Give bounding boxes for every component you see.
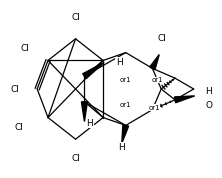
Polygon shape [150, 54, 159, 70]
Text: Cl: Cl [11, 85, 20, 93]
Text: or1: or1 [120, 77, 132, 83]
Text: O: O [206, 101, 212, 110]
Text: or1: or1 [151, 77, 163, 83]
Text: H: H [116, 58, 123, 67]
Text: H: H [119, 143, 125, 152]
Polygon shape [122, 125, 129, 143]
Text: Cl: Cl [71, 13, 80, 22]
Text: or1: or1 [120, 102, 132, 108]
Text: H: H [206, 87, 212, 96]
Polygon shape [83, 62, 104, 79]
Text: or1: or1 [149, 105, 160, 111]
Text: Cl: Cl [20, 44, 29, 53]
Polygon shape [174, 96, 195, 103]
Text: Cl: Cl [14, 123, 23, 132]
Polygon shape [81, 102, 87, 122]
Text: H: H [86, 119, 93, 128]
Text: Cl: Cl [71, 154, 80, 163]
Text: Cl: Cl [158, 34, 167, 43]
